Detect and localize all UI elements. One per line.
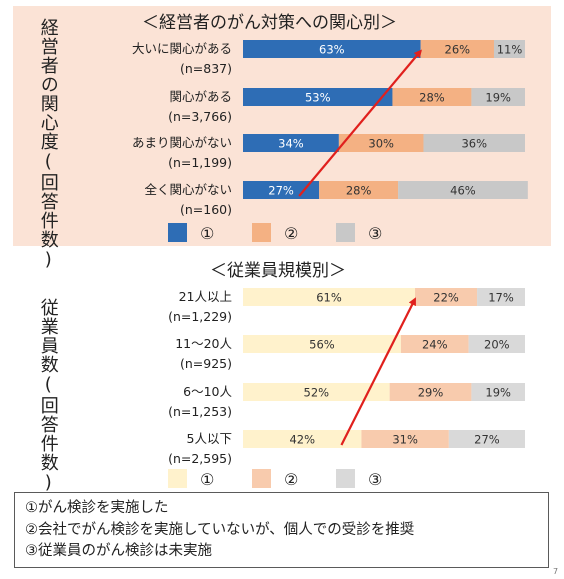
category-label: 大いに関心がある xyxy=(132,41,232,56)
bar-segment xyxy=(243,288,416,306)
trend-arrow xyxy=(340,297,417,446)
bar-segment xyxy=(243,40,421,58)
bar-value-label: 29% xyxy=(418,386,444,400)
legend-notes-box: ①がん検診を実施した ②会社でがん検診を実施していないが、個人での受診を推奨 ③… xyxy=(14,492,549,568)
category-count: (n=160) xyxy=(180,202,232,217)
legend-label: ② xyxy=(284,470,298,489)
category-count: (n=3,766) xyxy=(168,109,232,124)
category-count: (n=2,595) xyxy=(168,451,232,466)
bar-value-label: 36% xyxy=(461,137,487,151)
legend-label: ① xyxy=(200,224,214,243)
page-number: 7 xyxy=(553,567,559,576)
category-count: (n=925) xyxy=(180,356,232,371)
bar-value-label: 34% xyxy=(278,137,304,151)
bar-value-label: 26% xyxy=(445,43,471,57)
bar-segment xyxy=(423,134,525,152)
bar-segment xyxy=(477,288,525,306)
chart-title-management-interest: ＜経営者のがん対策への関心別＞ xyxy=(142,13,397,33)
category-label: 21人以上 xyxy=(179,289,232,304)
bar-value-label: 17% xyxy=(488,291,514,305)
bar-segment xyxy=(338,134,424,152)
category-label: あまり関心がない xyxy=(132,135,232,150)
bar-value-label: 31% xyxy=(392,433,418,447)
bar-segment xyxy=(420,40,494,58)
legend-label: ③ xyxy=(368,224,382,243)
bar-value-label: 28% xyxy=(419,91,445,105)
note-item-3: ③従業員のがん検診は未実施 xyxy=(25,543,212,559)
bar-value-label: 56% xyxy=(309,338,335,352)
bar-segment xyxy=(361,430,449,448)
bar-segment xyxy=(493,40,525,58)
bar-value-label: 22% xyxy=(433,291,459,305)
bar-value-label: 61% xyxy=(316,291,342,305)
category-count: (n=837) xyxy=(180,61,232,76)
note-item-2: ②会社でがん検診を実施していないが、個人での受診を推奨 xyxy=(25,521,415,538)
bar-segment xyxy=(400,335,469,353)
bar-segment xyxy=(415,288,478,306)
trend-arrow xyxy=(298,49,422,197)
category-label: 5人以下 xyxy=(187,431,232,446)
bar-segment xyxy=(471,88,525,106)
bar-value-label: 27% xyxy=(474,433,500,447)
category-count: (n=1,229) xyxy=(168,309,232,324)
chart-title-employee-size: ＜従業員規模別＞ xyxy=(210,261,346,281)
category-count: (n=1,199) xyxy=(168,155,232,170)
bar-segment xyxy=(243,88,393,106)
note-item-1: ①がん検診を実施した xyxy=(25,500,169,516)
legend-swatch xyxy=(336,469,355,488)
bar-value-label: 24% xyxy=(422,338,448,352)
bar-segment xyxy=(319,181,399,199)
bar-segment xyxy=(243,335,401,353)
category-label: 6〜10人 xyxy=(183,384,232,399)
bar-value-label: 28% xyxy=(346,184,372,198)
category-label: 関心がある xyxy=(169,89,232,104)
bar-value-label: 20% xyxy=(484,338,510,352)
bar-segment xyxy=(389,383,472,401)
category-count: (n=1,253) xyxy=(168,404,232,419)
legend-swatch xyxy=(168,469,187,488)
bar-segment xyxy=(243,134,339,152)
legend-swatch xyxy=(252,469,271,488)
legend-swatch xyxy=(252,223,271,242)
bar-value-label: 11% xyxy=(497,43,523,57)
y-axis-title-management-interest: 経営者の関心度(回答件数) xyxy=(37,18,59,271)
bar-value-label: 52% xyxy=(304,386,330,400)
bar-segment xyxy=(471,383,525,401)
bar-value-label: 63% xyxy=(319,43,345,57)
bar-segment xyxy=(243,430,362,448)
bar-value-label: 42% xyxy=(289,433,315,447)
bar-value-label: 27% xyxy=(268,184,294,198)
bar-segment xyxy=(468,335,525,353)
legend-label: ③ xyxy=(368,470,382,489)
bar-value-label: 46% xyxy=(450,184,476,198)
bar-value-label: 19% xyxy=(485,386,511,400)
legend-label: ① xyxy=(200,470,214,489)
bar-segment xyxy=(448,430,525,448)
category-label: 全く関心がない xyxy=(144,182,232,197)
legend-swatch xyxy=(336,223,355,242)
bar-value-label: 53% xyxy=(305,91,331,105)
bar-segment xyxy=(243,383,390,401)
bar-segment xyxy=(392,88,472,106)
bar-segment xyxy=(398,181,528,199)
category-label: 11〜20人 xyxy=(175,336,232,351)
bar-value-label: 19% xyxy=(485,91,511,105)
y-axis-title-employee-size: 従業員数(回答件数) xyxy=(37,298,59,494)
legend-label: ② xyxy=(284,224,298,243)
legend-swatch xyxy=(168,223,187,242)
bar-value-label: 30% xyxy=(368,137,394,151)
